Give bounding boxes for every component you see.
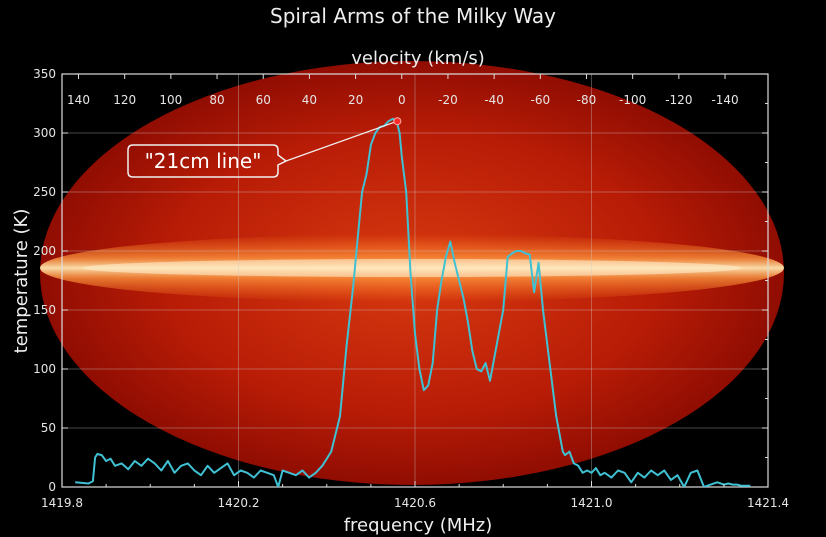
top-tick-label: 20 <box>348 93 363 107</box>
y-tick-label: 150 <box>33 303 56 317</box>
top-tick-label: 140 <box>67 93 90 107</box>
top-tick-label: 0 <box>398 93 406 107</box>
top-tick-label: -60 <box>530 93 550 107</box>
top-tick-label: 60 <box>256 93 271 107</box>
x-tick-label: 1420.2 <box>218 496 260 510</box>
y-tick-label: 300 <box>33 126 56 140</box>
top-tick-label: -120 <box>665 93 692 107</box>
top-tick-label: 40 <box>302 93 317 107</box>
y-axis-label: temperature (K) <box>11 209 32 354</box>
sky-map-background <box>40 61 784 485</box>
y-tick-label: 50 <box>41 421 56 435</box>
peak-marker <box>393 117 402 126</box>
x-axis-label: frequency (MHz) <box>344 515 493 536</box>
top-tick-label: -100 <box>619 93 646 107</box>
grid-lines <box>62 74 768 487</box>
top-axis-ticks: 140 120 100 80 60 40 20 0 -20 -40 -60 -80 -100 -120 -1… <box>67 74 739 107</box>
y-tick-label: 100 <box>33 362 56 376</box>
y-tick-label: 250 <box>33 185 56 199</box>
y-tick-label: 200 <box>33 244 56 258</box>
top-tick-label: 120 <box>113 93 136 107</box>
y-tick-label: 350 <box>33 67 56 81</box>
chart-title: Spiral Arms of the Milky Way <box>270 4 556 28</box>
top-tick-label: 80 <box>209 93 224 107</box>
series-line-temperature <box>75 117 751 487</box>
annotation-21cm: "21cm line" <box>127 117 402 178</box>
top-tick-label: -20 <box>438 93 458 107</box>
top-axis-label: velocity (km/s) <box>351 48 485 69</box>
x-tick-label: 1421.0 <box>571 496 613 510</box>
x-tick-label: 1420.6 <box>394 496 436 510</box>
x-tick-label: 1419.8 <box>41 496 83 510</box>
annotation-box <box>127 144 288 178</box>
top-tick-label: 100 <box>159 93 182 107</box>
annotation-label: "21cm line" <box>145 149 262 173</box>
x-tick-label: 1421.4 <box>747 496 789 510</box>
annotation-leader-line <box>285 120 398 162</box>
top-tick-label: -80 <box>577 93 597 107</box>
x-axis-ticks: 1419.8 1420.2 1420.6 1421.0 1421.4 <box>41 481 789 510</box>
y-tick-label: 0 <box>48 480 56 494</box>
top-tick-label: -140 <box>711 93 738 107</box>
top-tick-label: -40 <box>484 93 504 107</box>
